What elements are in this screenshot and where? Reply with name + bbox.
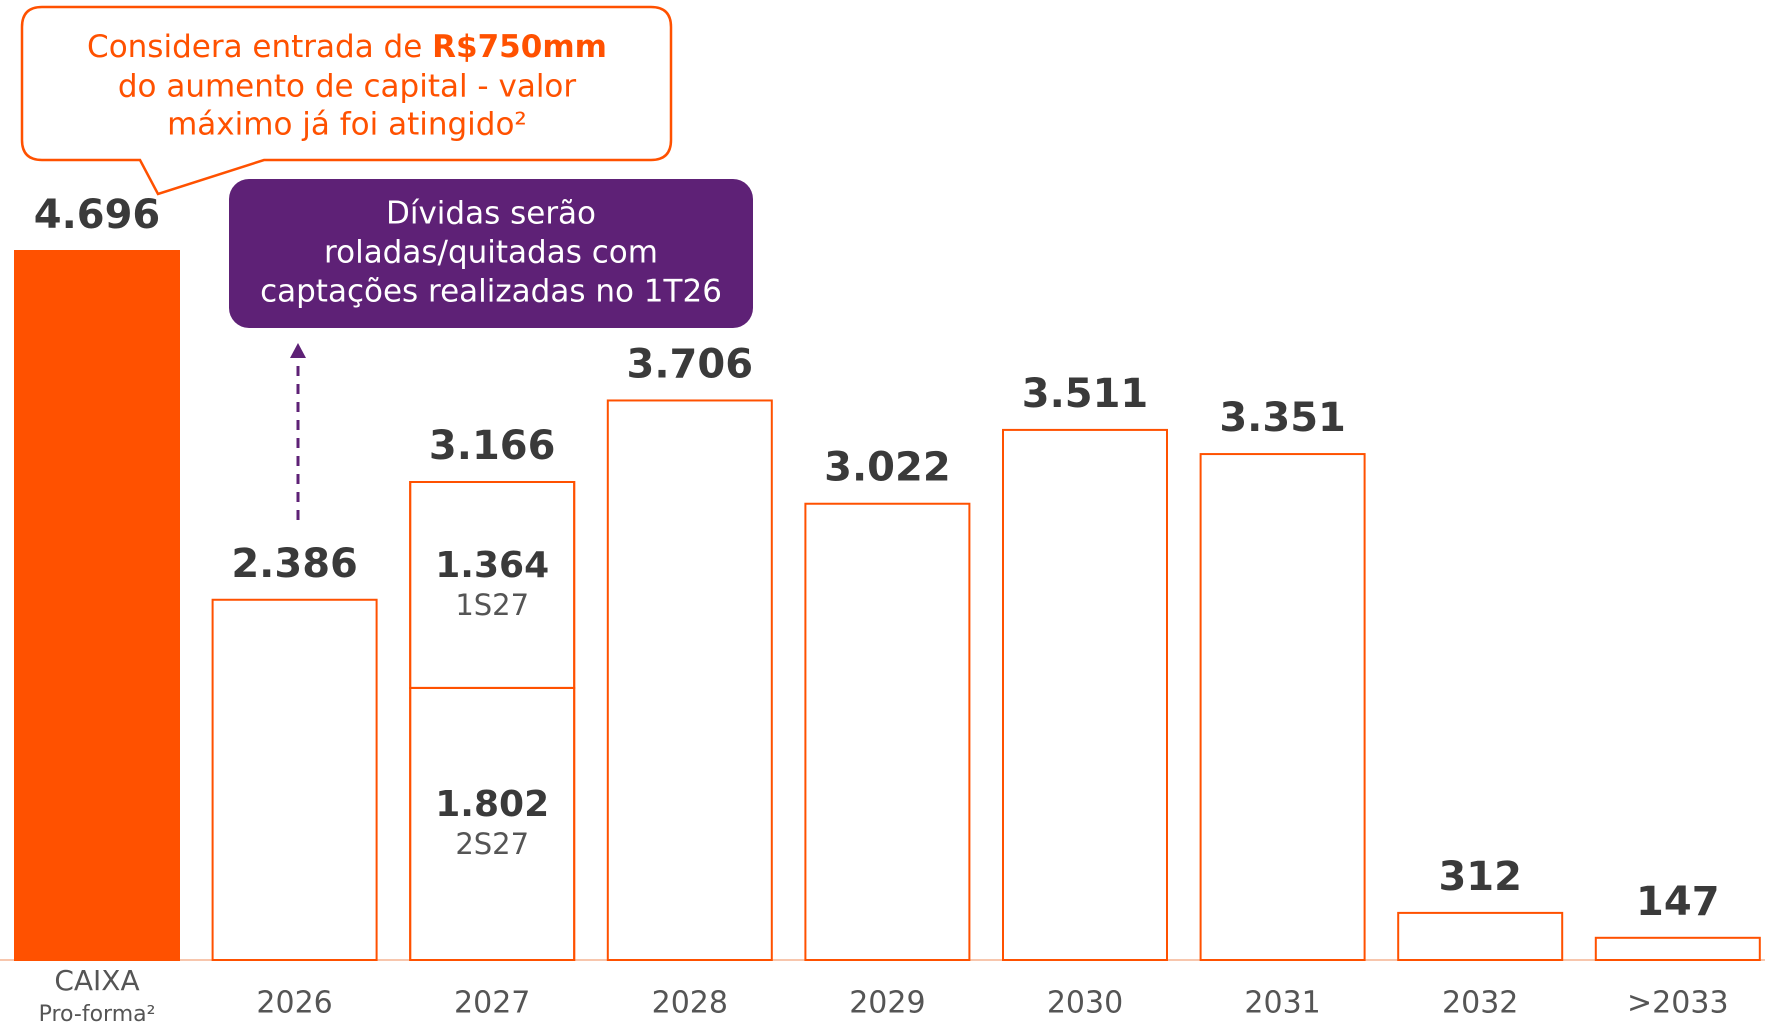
callout-bold: R$750mm <box>432 29 607 65</box>
segment-name: 1S27 <box>455 588 529 622</box>
value-label: 4.696 <box>34 192 161 238</box>
x-tick-label: 2029 <box>849 986 925 1021</box>
x-tick-label: >2033 <box>1627 986 1728 1021</box>
x-tick-label: 2031 <box>1244 986 1320 1021</box>
note-arrowhead <box>290 343 306 358</box>
value-label: 3.166 <box>429 423 556 469</box>
segment-name: 2S27 <box>455 827 529 861</box>
value-label: 312 <box>1438 854 1522 900</box>
x-tick-label: 2032 <box>1442 986 1518 1021</box>
x-tick-label: 2030 <box>1047 986 1123 1021</box>
x-tick-label: 2027 <box>454 986 530 1021</box>
callout-text: Considera entrada de R$750mm <box>87 29 607 65</box>
note-line: captações realizadas no 1T26 <box>260 274 722 310</box>
note-box <box>229 179 753 328</box>
segment-value-label: 1.364 <box>435 545 549 586</box>
bar <box>606 399 773 961</box>
bar <box>804 502 971 961</box>
value-label: 147 <box>1636 879 1720 925</box>
bar <box>1002 428 1168 961</box>
x-tick-label: CAIXA <box>54 964 139 997</box>
segment <box>409 480 576 689</box>
callout-line: máximo já foi atingido² <box>167 107 527 143</box>
x-tick-note: Pro-forma² <box>39 1002 156 1027</box>
bar <box>14 250 180 961</box>
value-label: 3.351 <box>1219 395 1346 441</box>
note-line: roladas/quitadas com <box>324 235 658 271</box>
bar <box>1199 453 1366 961</box>
value-label: 3.706 <box>627 341 754 387</box>
x-tick-label: 2026 <box>256 986 332 1021</box>
bar <box>1594 936 1761 962</box>
segment-value-label: 1.802 <box>435 784 549 825</box>
x-tick-label: 2028 <box>652 986 728 1021</box>
callout-line: do aumento de capital - valor <box>118 69 577 105</box>
value-label: 3.022 <box>824 445 951 491</box>
callout-text-part: Considera entrada de <box>87 29 432 65</box>
callout-box <box>20 5 673 196</box>
bar <box>1397 911 1564 961</box>
note-line: Dívidas serão <box>386 196 596 232</box>
value-label: 3.511 <box>1022 371 1149 417</box>
bar <box>211 598 378 961</box>
value-label: 2.386 <box>231 541 358 587</box>
